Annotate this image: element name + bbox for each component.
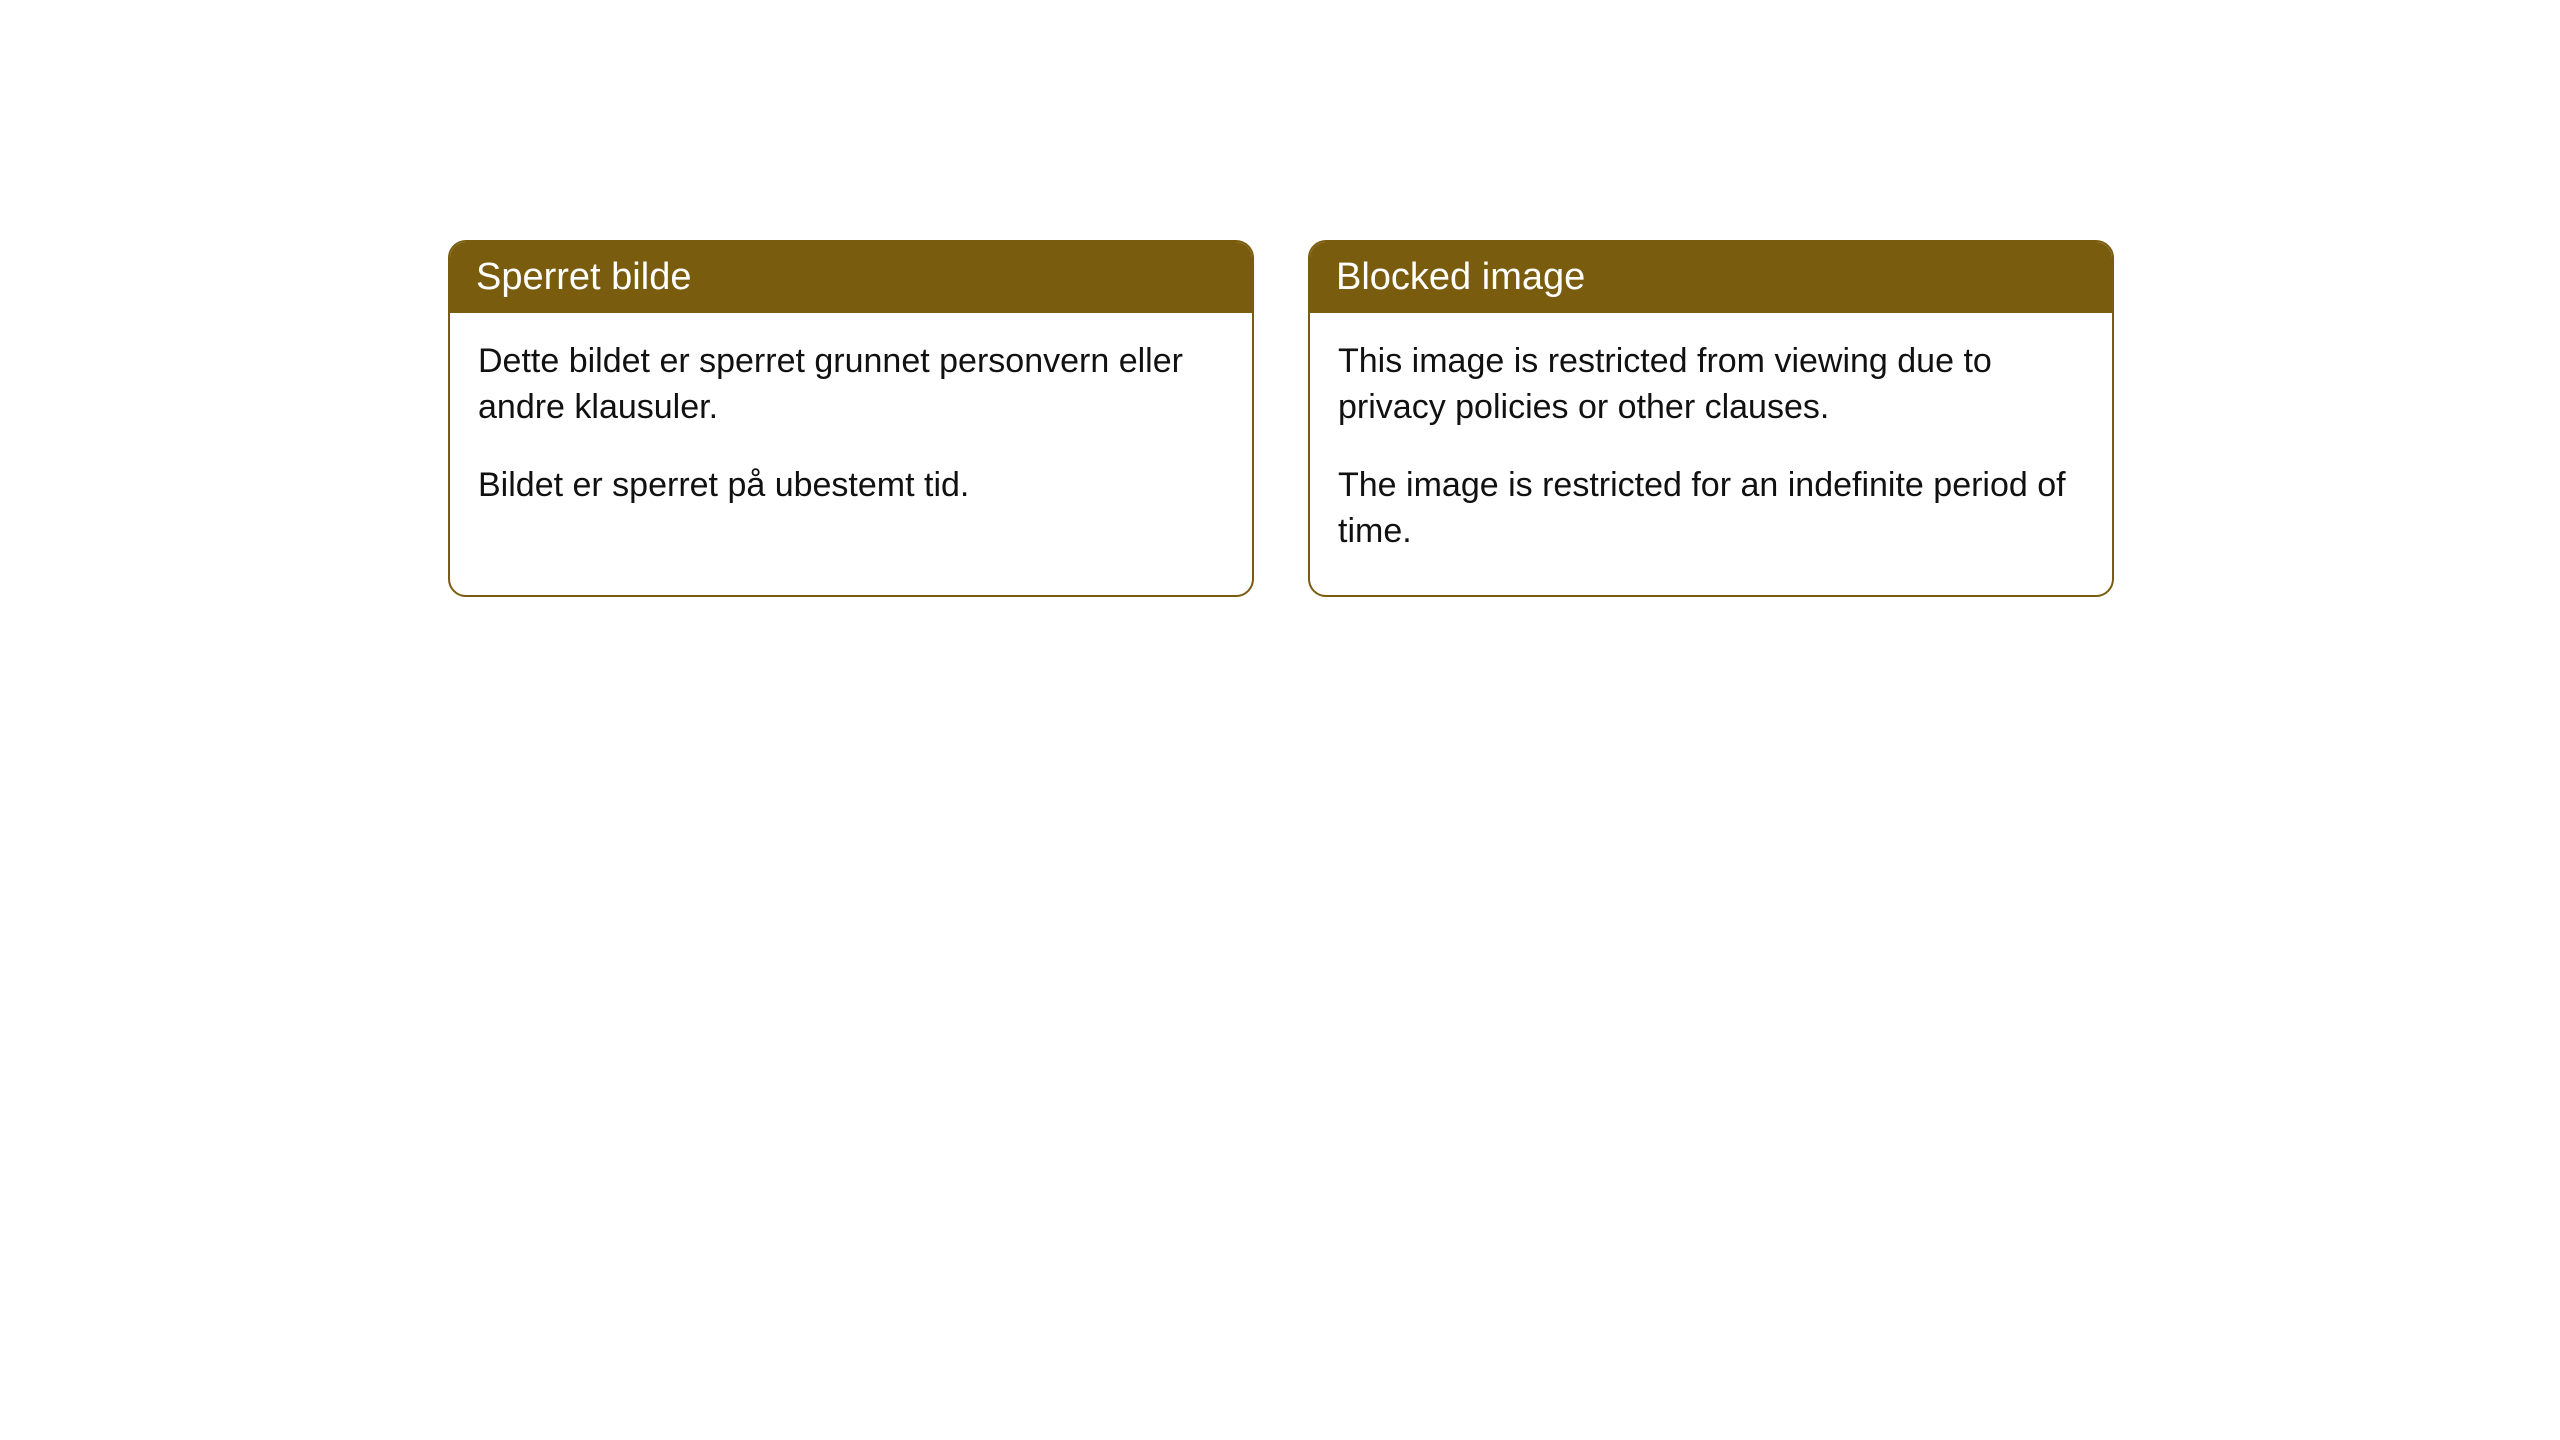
card-paragraph: This image is restricted from viewing du… <box>1338 339 2084 431</box>
card-title: Blocked image <box>1336 256 1585 298</box>
card-paragraph: The image is restricted for an indefinit… <box>1338 463 2084 555</box>
card-header: Sperret bilde <box>450 242 1252 313</box>
blocked-image-card-norwegian: Sperret bilde Dette bildet er sperret gr… <box>448 240 1254 597</box>
notice-cards-container: Sperret bilde Dette bildet er sperret gr… <box>0 0 2560 597</box>
card-body: Dette bildet er sperret grunnet personve… <box>450 313 1252 549</box>
card-paragraph: Dette bildet er sperret grunnet personve… <box>478 339 1224 431</box>
blocked-image-card-english: Blocked image This image is restricted f… <box>1308 240 2114 597</box>
card-header: Blocked image <box>1310 242 2112 313</box>
card-paragraph: Bildet er sperret på ubestemt tid. <box>478 463 1224 509</box>
card-title: Sperret bilde <box>476 256 691 298</box>
card-body: This image is restricted from viewing du… <box>1310 313 2112 595</box>
